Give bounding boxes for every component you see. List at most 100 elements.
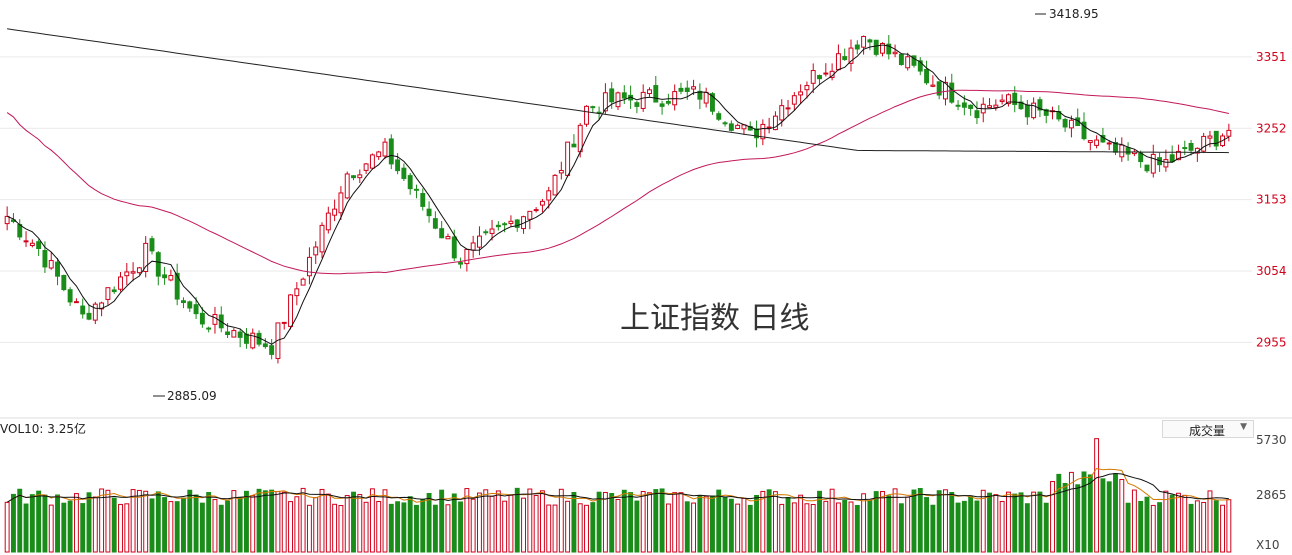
candle-up (464, 248, 470, 265)
candle-up (1176, 150, 1181, 161)
volume-bar (735, 503, 741, 553)
volume-bar (99, 488, 105, 553)
candle-down (439, 228, 445, 239)
candle-up (691, 86, 697, 90)
volume-bar (1113, 473, 1118, 553)
candle-down (388, 138, 394, 165)
candle-up (29, 242, 35, 247)
candle-up (835, 53, 841, 71)
candle-down (483, 231, 489, 234)
volume-bar (369, 488, 375, 553)
volume-bar (1150, 504, 1156, 553)
volume-bar (936, 490, 942, 553)
volume-bar (684, 501, 690, 553)
volume-bar (10, 493, 16, 553)
volume-bar (483, 489, 489, 553)
candle-up (546, 190, 552, 201)
candle-down (514, 219, 520, 228)
candle-up (880, 42, 885, 54)
candle-up (92, 303, 98, 321)
volume-bar (502, 500, 508, 553)
candle-down (621, 92, 627, 99)
price-tick-label: 3252 (1256, 121, 1287, 135)
candle-up (930, 84, 936, 87)
candle-down (634, 102, 640, 107)
candle-up (999, 99, 1005, 103)
volume-bar (1037, 491, 1043, 553)
candle-down (968, 104, 974, 109)
volume-bar (760, 490, 766, 553)
volume-bar (174, 501, 180, 553)
candle-down (149, 238, 155, 252)
volume-bar (212, 499, 218, 553)
candle-up (1106, 142, 1112, 145)
volume-bar (565, 500, 571, 553)
volume-bar (1163, 490, 1169, 553)
volume-bars (4, 438, 1232, 553)
volume-bar (111, 497, 117, 553)
volume-bar (281, 491, 287, 553)
volume-bar (621, 489, 627, 553)
volume-bar (728, 498, 734, 553)
candle-down (187, 301, 193, 309)
volume-unit-label: X10 (1256, 538, 1280, 552)
price-tick-label: 3153 (1256, 193, 1287, 207)
volume-bar (420, 499, 426, 553)
volume-bar (571, 491, 577, 553)
candle-down (974, 110, 980, 119)
volume-bar (439, 489, 445, 553)
volume-bar (275, 491, 281, 553)
volume-bar (634, 500, 640, 553)
volume-bar (401, 502, 407, 553)
volume-bar (332, 503, 338, 553)
volume-bar (136, 489, 142, 553)
volume-bar (1068, 471, 1074, 553)
candle-down (590, 106, 596, 109)
volume-bar (162, 497, 168, 553)
volume-bar (325, 493, 331, 553)
volume-bar (590, 502, 596, 553)
volume-bar (288, 501, 293, 553)
candle-up (602, 92, 608, 112)
candle-up (344, 173, 350, 199)
volume-bar (873, 491, 879, 553)
volume-bar (552, 504, 558, 553)
candle-down (193, 304, 199, 315)
volume-bar (527, 488, 533, 553)
candle-down (61, 274, 67, 291)
volume-bar (407, 496, 413, 553)
candle-down (395, 159, 401, 172)
ma250-line (7, 28, 1229, 154)
volume-bar (930, 504, 936, 553)
price-axis: 3351 3252 3153 3054 2955 (1256, 50, 1287, 349)
volume-bar (344, 495, 350, 553)
volume-bar (835, 502, 841, 553)
volume-bar (917, 488, 923, 553)
candle-up (332, 208, 338, 216)
candle-up (489, 228, 495, 234)
volume-bar (987, 492, 993, 553)
candle-down (237, 331, 243, 338)
candle-down (111, 289, 117, 293)
candle-down (936, 81, 942, 96)
candle-down (1169, 154, 1175, 163)
candle-down (961, 102, 967, 108)
volume-bar (584, 504, 589, 553)
indicator-selector-label: 成交量 (1189, 424, 1226, 438)
candle-down (678, 87, 684, 92)
volume-bar (1031, 491, 1037, 553)
volume-bar (464, 488, 470, 553)
indicator-selector[interactable]: 成交量 ▼ (1162, 420, 1254, 438)
volume-bar (489, 495, 495, 553)
volume-bar (577, 503, 583, 553)
volume-bar (766, 489, 772, 553)
volume-bar (1169, 494, 1175, 553)
volume-bar (1144, 496, 1150, 553)
candle-up (382, 141, 388, 157)
candle-down (653, 85, 659, 103)
grid-lines (0, 56, 1252, 343)
candle-up (1094, 139, 1100, 146)
volume-bar (609, 492, 615, 553)
volume-bar (181, 497, 186, 553)
